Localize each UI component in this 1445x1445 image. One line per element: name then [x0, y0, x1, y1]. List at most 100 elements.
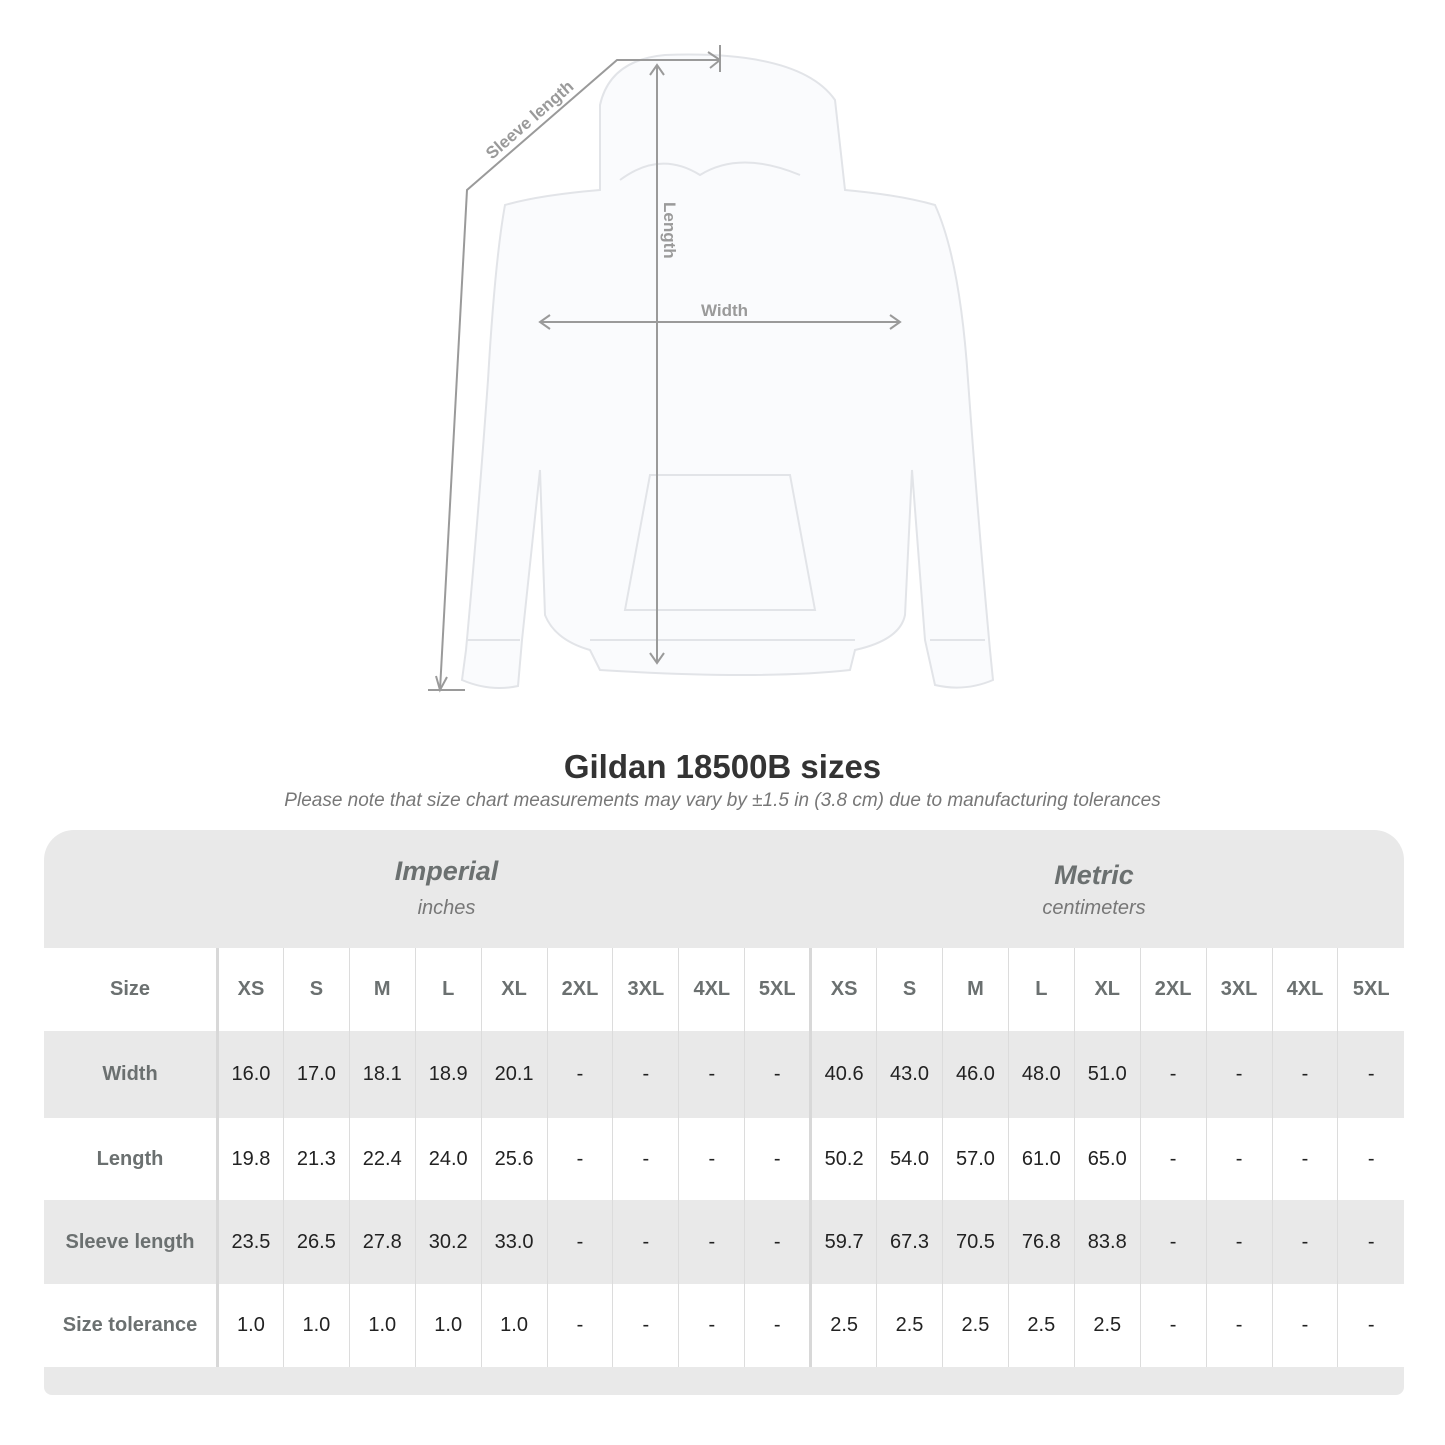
metric-value: 67.3	[876, 1200, 943, 1284]
metric-value: 83.8	[1073, 1200, 1141, 1284]
metric-value: -	[1139, 1031, 1207, 1118]
imperial-size-3xl: 3XL	[612, 948, 679, 1031]
metric-value: 2.5	[809, 1284, 877, 1367]
imperial-value: 1.0	[414, 1284, 482, 1367]
metric-value: -	[1271, 1118, 1338, 1200]
imperial-value: 17.0	[282, 1031, 350, 1118]
row-label: Sleeve length	[44, 1200, 219, 1284]
metric-size-3xl: 3XL	[1205, 948, 1272, 1031]
metric-value: -	[1271, 1284, 1338, 1367]
metric-value: 46.0	[941, 1031, 1009, 1118]
metric-value: 2.5	[941, 1284, 1009, 1367]
hoodie-illustration: Sleeve length Length Width	[428, 45, 995, 693]
metric-size-xs: XS	[809, 948, 877, 1031]
metric-value: -	[1337, 1031, 1404, 1118]
imperial-value: 18.9	[414, 1031, 482, 1118]
metric-header: Metric centimeters	[814, 860, 1374, 920]
metric-value: -	[1271, 1031, 1338, 1118]
imperial-header: Imperial inches	[219, 856, 674, 920]
length-label: Length	[660, 202, 679, 259]
length-arrow	[649, 63, 665, 665]
imperial-value: -	[744, 1200, 811, 1284]
imperial-value: -	[678, 1200, 745, 1284]
imperial-value: 18.1	[348, 1031, 416, 1118]
metric-value: 59.7	[809, 1200, 877, 1284]
row-label: Size tolerance	[44, 1284, 219, 1367]
metric-value: -	[1337, 1118, 1404, 1200]
imperial-unit: inches	[417, 897, 476, 919]
metric-value: -	[1205, 1118, 1272, 1200]
imperial-size-xs: XS	[217, 948, 284, 1031]
imperial-value: -	[678, 1118, 745, 1200]
imperial-size-4xl: 4XL	[678, 948, 745, 1031]
imperial-size-s: S	[282, 948, 350, 1031]
size-header: Size	[44, 948, 219, 1031]
row-label: Length	[44, 1118, 219, 1200]
tolerance-note: Please note that size chart measurements…	[284, 790, 1161, 811]
metric-value: -	[1205, 1200, 1272, 1284]
imperial-value: -	[678, 1031, 745, 1118]
imperial-value: -	[546, 1200, 613, 1284]
imperial-value: 1.0	[217, 1284, 284, 1367]
imperial-value: -	[744, 1118, 811, 1200]
width-label: Width	[701, 301, 748, 320]
imperial-value: -	[612, 1031, 679, 1118]
imperial-value: 1.0	[480, 1284, 548, 1367]
chart-title: Gildan 18500B sizes	[563, 748, 882, 785]
sleeve-length-label: Sleeve length	[482, 77, 577, 163]
metric-value: 43.0	[876, 1031, 943, 1118]
metric-size-2xl: 2XL	[1139, 948, 1207, 1031]
imperial-value: 20.1	[480, 1031, 548, 1118]
metric-value: 57.0	[941, 1118, 1009, 1200]
imperial-value: -	[678, 1284, 745, 1367]
imperial-value: 19.8	[217, 1118, 284, 1200]
imperial-value: 24.0	[414, 1118, 482, 1200]
width-arrow	[538, 314, 902, 330]
imperial-value: -	[612, 1200, 679, 1284]
metric-value: 54.0	[876, 1118, 943, 1200]
metric-value: 76.8	[1007, 1200, 1075, 1284]
table-row: Length 19.8 21.3 22.4 24.0 25.6- - - -50.2 54.0 57…	[44, 1118, 1404, 1200]
metric-value: 61.0	[1007, 1118, 1075, 1200]
metric-value: -	[1139, 1284, 1207, 1367]
metric-value: -	[1205, 1031, 1272, 1118]
imperial-value: -	[546, 1031, 613, 1118]
metric-size-m: M	[941, 948, 1009, 1031]
table-row: Sleeve length 23.5 26.5 27.8 30.2 33.0- - - -59.…	[44, 1200, 1404, 1284]
metric-value: 51.0	[1073, 1031, 1141, 1118]
table-row: Size tolerance 1.0 1.0 1.0 1.0 1.0- - - -2.5 2.5 2…	[44, 1284, 1404, 1367]
imperial-value: 21.3	[282, 1118, 350, 1200]
size-header-row: Size XS S M L XL 2XL 3XL 4XL 5XL XS S M L XL 2XL 3XL 4XL 5…	[44, 948, 1404, 1031]
imperial-value: -	[744, 1031, 811, 1118]
metric-value: -	[1337, 1284, 1404, 1367]
imperial-value: 1.0	[348, 1284, 416, 1367]
metric-value: -	[1205, 1284, 1272, 1367]
metric-size-xl: XL	[1073, 948, 1141, 1031]
imperial-value: 16.0	[217, 1031, 284, 1118]
imperial-value: 30.2	[414, 1200, 482, 1284]
table-row: Width 16.0 17.0 18.1 18.9 20.1- - - -40.6 43.0 46.…	[44, 1031, 1404, 1118]
metric-value: -	[1271, 1200, 1338, 1284]
metric-unit: centimeters	[1042, 897, 1146, 919]
imperial-size-m: M	[348, 948, 416, 1031]
metric-value: 70.5	[941, 1200, 1009, 1284]
metric-value: 65.0	[1073, 1118, 1141, 1200]
imperial-value: -	[546, 1284, 613, 1367]
metric-value: -	[1139, 1118, 1207, 1200]
hoodie-icon	[460, 53, 995, 689]
imperial-value: 1.0	[282, 1284, 350, 1367]
metric-size-l: L	[1007, 948, 1075, 1031]
imperial-value: -	[744, 1284, 811, 1367]
imperial-size-2xl: 2XL	[546, 948, 613, 1031]
imperial-title: Imperial	[394, 856, 499, 886]
imperial-value: 23.5	[217, 1200, 284, 1284]
metric-size-5xl: 5XL	[1337, 948, 1404, 1031]
imperial-value: -	[612, 1284, 679, 1367]
metric-value: 50.2	[809, 1118, 877, 1200]
metric-value: 2.5	[1007, 1284, 1075, 1367]
imperial-value: 33.0	[480, 1200, 548, 1284]
imperial-value: -	[612, 1118, 679, 1200]
metric-size-s: S	[876, 948, 943, 1031]
row-label: Width	[44, 1031, 219, 1118]
metric-size-4xl: 4XL	[1271, 948, 1338, 1031]
